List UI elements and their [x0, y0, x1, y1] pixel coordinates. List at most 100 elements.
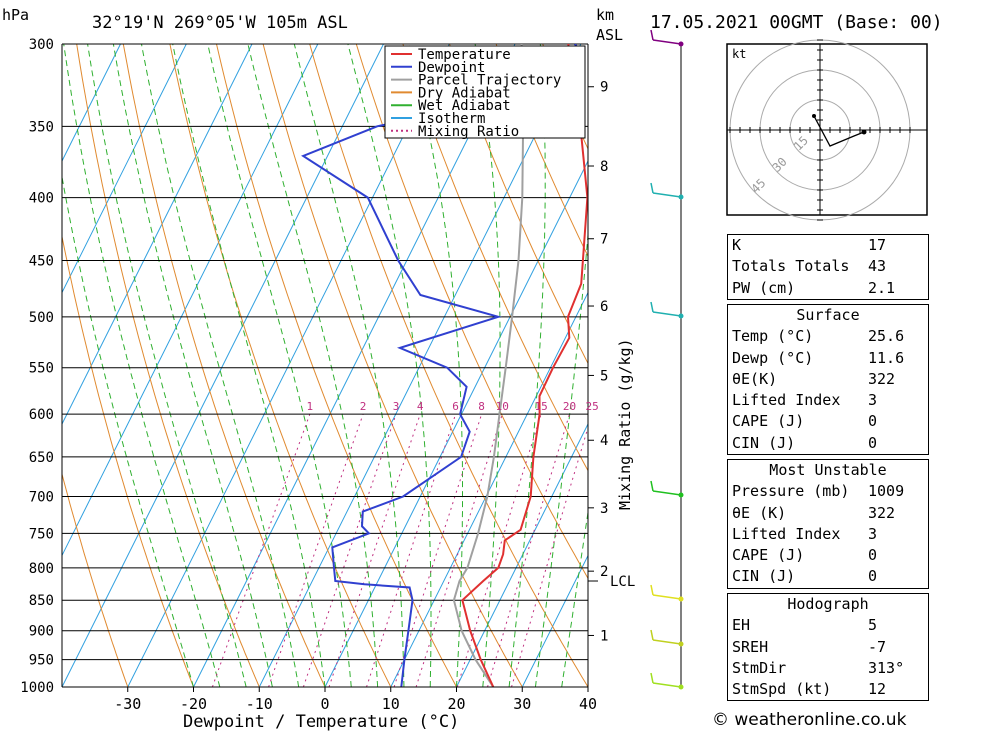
table-row: StmSpd (kt) 12	[728, 679, 928, 700]
isotherm-line	[456, 422, 588, 687]
dry-adiabat-line	[62, 472, 129, 687]
dry-adiabat-line	[122, 44, 326, 687]
mixing-ratio-line	[328, 414, 421, 687]
row-value: 17	[868, 236, 887, 254]
x-tick-label: -30	[114, 695, 141, 713]
mixing-ratio-label: 4	[417, 400, 424, 413]
x-tick-label: 10	[382, 695, 400, 713]
wind-mast	[650, 29, 684, 690]
row-label: Pressure (mb)	[732, 482, 850, 501]
mixing-ratio-labels: 1 2 3 4 6 8 10 15 20 25	[306, 400, 598, 413]
hodograph-unit-label: kt	[732, 47, 746, 61]
isotherm-line	[258, 44, 582, 687]
wet-adiabat-line	[347, 44, 432, 687]
most-unstable-panel: Most Unstable Pressure (mb) 1009 θE (K) 322…	[727, 459, 929, 589]
table-row: CAPE (J) 0	[728, 411, 928, 432]
most-unstable-title: Most Unstable	[769, 461, 887, 479]
axes: -30 -20 -10 0 10 20 30 40 1 2 3 4 5 6 7 8 9 LCL	[61, 44, 635, 713]
wet-adiabat-line	[587, 683, 588, 687]
legend-entry: Dry Adiabat	[418, 85, 511, 101]
mixing-ratio-label: 6	[452, 400, 459, 413]
wet-adiabat-line	[63, 44, 221, 687]
wind-barb-feather	[650, 629, 654, 641]
dry-adiabat-line	[495, 44, 588, 258]
km-tick-label: 5	[600, 368, 608, 384]
copyright-footer[interactable]: © weatheronline.co.uk	[712, 710, 907, 730]
km-tick-label: 4	[600, 433, 608, 449]
wind-barb	[652, 594, 682, 600]
isobars: 300 350 400 450 500 550 600 650 700 750 800 850 900 9…	[20, 37, 588, 696]
wet-adiabat-line	[141, 44, 300, 687]
row-label: Lifted Index	[732, 391, 841, 410]
mixing-ratio-label: 20	[563, 400, 576, 413]
table-row: Pressure (mb) 1009	[728, 481, 928, 502]
row-label: StmDir	[732, 658, 787, 677]
pressure-tick-label: 950	[29, 653, 54, 669]
asl-label: ASL	[596, 26, 623, 44]
row-value: 1009	[868, 482, 905, 501]
wind-barb	[652, 639, 682, 645]
mixing-ratio-label: 25	[585, 400, 598, 413]
legend-entry: Wet Adiabat	[418, 98, 511, 114]
dry-adiabat-line	[309, 44, 588, 687]
wind-barb	[652, 311, 682, 317]
row-label: Temp (°C)	[732, 327, 814, 346]
mixing-ratio-label: 2	[360, 400, 367, 413]
row-label: CIN (J)	[732, 433, 796, 452]
dry-adiabat-line	[402, 44, 588, 472]
x-tick-label: -20	[180, 695, 207, 713]
pressure-tick-label: 500	[29, 310, 54, 326]
legend-entry: Mixing Ratio	[418, 124, 519, 140]
km-tick-label: 2	[600, 564, 608, 580]
mixing-ratio-axis-label: Mixing Ratio (g/kg)	[616, 338, 634, 510]
table-row: PW (cm) 2.1	[728, 278, 928, 299]
wet-adiabat-line	[87, 44, 247, 687]
pressure-tick-label: 700	[29, 490, 54, 506]
row-value: 313°	[868, 658, 905, 677]
isotherm-line	[62, 44, 187, 294]
table-row: CAPE (J) 0	[728, 545, 928, 566]
wind-barb	[652, 682, 682, 688]
row-value: 3	[868, 524, 878, 543]
hodograph-table-title: Hodograph	[787, 595, 869, 613]
hodograph-point	[861, 129, 867, 135]
table-row: K 17	[728, 235, 928, 256]
km-tick-label: 9	[600, 80, 608, 96]
location-label: 32°19'N 269°05'W 105m ASL	[92, 13, 348, 33]
table-row: CIN (J) 0	[728, 566, 928, 587]
row-value: 322	[868, 503, 896, 522]
wind-barb-feather	[650, 301, 654, 313]
wind-barb	[652, 192, 682, 198]
table-row: Temp (°C) 25.6	[728, 326, 928, 347]
pressure-tick-label: 750	[29, 526, 54, 542]
row-label: Dewp (°C)	[732, 348, 814, 367]
wind-barb	[652, 490, 682, 496]
row-value: 11.6	[868, 348, 905, 367]
isotherm-line	[324, 159, 588, 687]
row-value: 12	[868, 680, 887, 699]
parcel-trajectory-line	[452, 44, 525, 687]
km-unit-label: km	[596, 6, 614, 24]
wet-adiabat-line	[62, 174, 194, 687]
dry-adiabat-line	[962, 44, 1000, 687]
wet-adiabat-line	[112, 44, 273, 687]
dry-adiabat-line	[62, 234, 194, 687]
table-row: θE (K) 322	[728, 503, 928, 524]
mixing-ratio-label: 15	[534, 400, 547, 413]
row-label: EH	[732, 616, 751, 635]
row-value: 25.6	[868, 327, 905, 346]
row-label: StmSpd (kt)	[732, 680, 832, 699]
wind-barb-feather	[650, 182, 654, 194]
pressure-tick-label: 600	[29, 407, 54, 423]
table-row: EH 5	[728, 615, 928, 636]
pressure-tick-label: 550	[29, 361, 54, 377]
wet-adiabat-line	[534, 228, 588, 687]
mixing-ratio-line	[511, 425, 588, 687]
mixing-ratio-label: 8	[478, 400, 485, 413]
km-tick-label: 8	[600, 159, 608, 175]
wind-barb-feather	[650, 584, 654, 596]
row-label: Lifted Index	[732, 524, 841, 543]
row-value: 0	[868, 546, 878, 565]
